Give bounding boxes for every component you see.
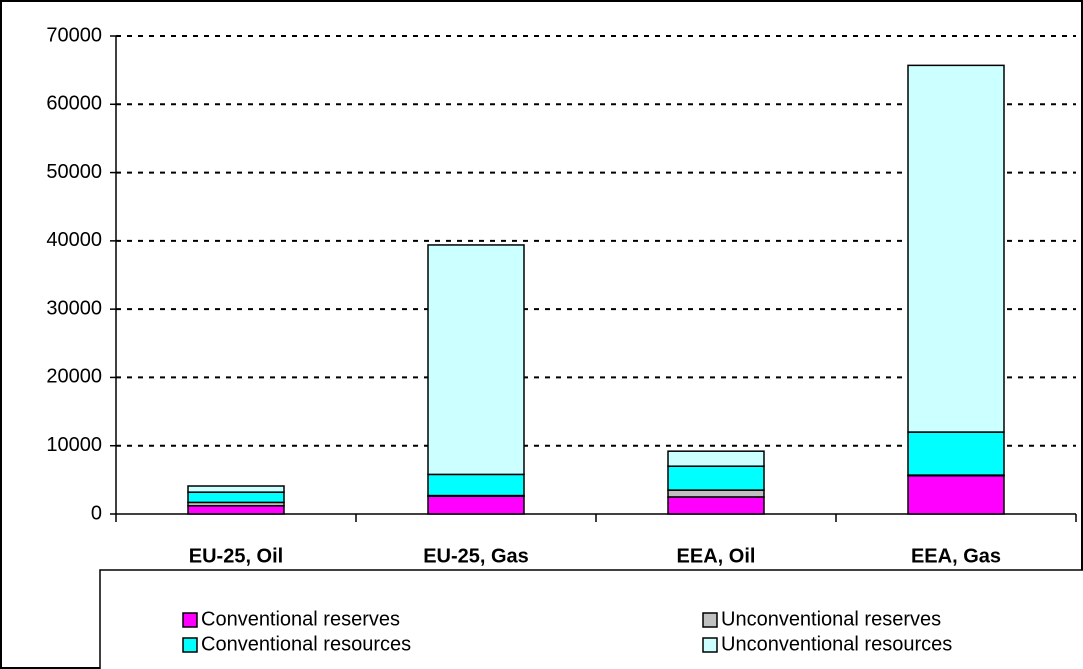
bar-segment [427,473,525,497]
bar-segment [667,496,765,515]
y-tick-label: 20000 [46,366,102,388]
legend-marker [182,612,198,628]
y-tick-label: 70000 [46,24,102,46]
legend-label: Unconventional resources [721,633,952,655]
bar-segment [427,495,525,515]
legend-label: Unconventional reserves [721,608,941,630]
bar-segment [907,431,1005,476]
bar-segment [187,491,285,504]
legend-label: Conventional resources [201,633,411,655]
bar-segment [907,475,1005,515]
y-tick-label: 10000 [46,434,102,456]
legend-marker [702,612,718,628]
x-tick-label: EU-25, Oil [189,545,283,567]
x-tick-label: EEA, Oil [677,545,756,567]
legend-marker [182,637,198,653]
y-tick-label: 40000 [46,229,102,251]
bar-segment [427,244,525,476]
x-tick-label: EEA, Gas [911,545,1001,567]
bar-segment [187,485,285,493]
y-tick-label: 30000 [46,297,102,319]
y-tick-label: 50000 [46,161,102,183]
bar-segment [667,465,765,491]
y-tick-label: 0 [91,502,102,524]
legend-label: Conventional reserves [201,608,400,630]
bar-segment [667,489,765,498]
y-tick-label: 60000 [46,93,102,115]
bar-segment [187,505,285,515]
x-tick-label: EU-25, Gas [423,545,529,567]
legend-box [99,569,1083,669]
bar-segment [907,64,1005,433]
legend-marker [702,637,718,653]
bar-segment [667,450,765,467]
